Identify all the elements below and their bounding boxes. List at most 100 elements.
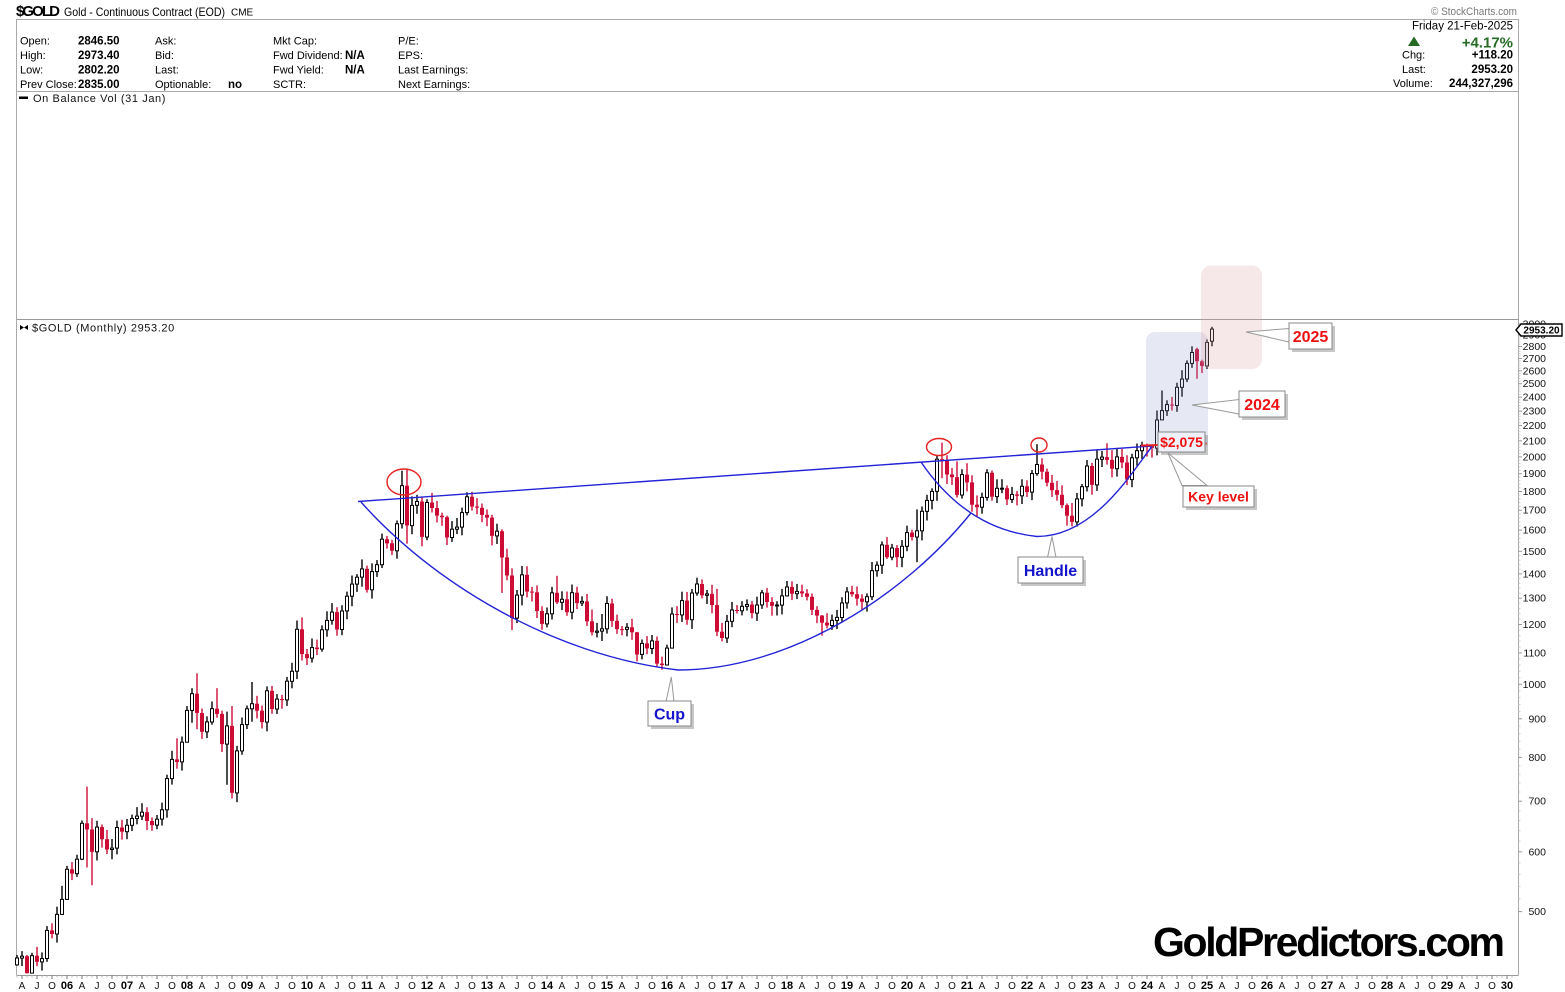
svg-text:J: J: [1415, 981, 1420, 992]
svg-text:18: 18: [781, 980, 793, 992]
svg-text:A: A: [499, 981, 506, 992]
svg-text:Fwd Yield:: Fwd Yield:: [273, 65, 324, 77]
svg-text:+4.17%: +4.17%: [1462, 35, 1513, 52]
svg-text:EPS:: EPS:: [398, 50, 423, 62]
svg-text:Mkt Cap:: Mkt Cap:: [273, 36, 317, 48]
svg-text:A: A: [979, 981, 986, 992]
svg-text:J: J: [35, 981, 40, 992]
svg-text:J: J: [1475, 981, 1480, 992]
svg-text:600: 600: [1528, 846, 1546, 858]
svg-text:1800: 1800: [1523, 486, 1547, 498]
svg-text:16: 16: [661, 980, 673, 992]
svg-text:30: 30: [1501, 980, 1513, 992]
svg-text:24: 24: [1141, 980, 1154, 992]
svg-text:19: 19: [841, 980, 853, 992]
svg-text:O: O: [228, 981, 236, 992]
svg-text:J: J: [95, 981, 100, 992]
svg-text:J: J: [1295, 981, 1300, 992]
svg-text:10: 10: [301, 980, 313, 992]
svg-text:2024: 2024: [1244, 397, 1280, 414]
svg-text:Next Earnings:: Next Earnings:: [398, 79, 470, 91]
svg-text:O: O: [348, 981, 356, 992]
svg-text:Last:: Last:: [155, 65, 179, 77]
svg-text:2802.20: 2802.20: [78, 65, 120, 77]
svg-text:2600: 2600: [1523, 365, 1547, 377]
svg-text:O: O: [888, 981, 896, 992]
svg-text:High:: High:: [20, 50, 46, 62]
svg-text:500: 500: [1528, 906, 1546, 918]
svg-text:1500: 1500: [1523, 546, 1547, 558]
svg-text:J: J: [1235, 981, 1240, 992]
svg-text:A: A: [799, 981, 806, 992]
svg-text:Gold - Continuous Contract (EO: Gold - Continuous Contract (EOD): [64, 5, 225, 19]
svg-text:J: J: [215, 981, 220, 992]
svg-text:J: J: [875, 981, 880, 992]
svg-text:J: J: [1055, 981, 1060, 992]
svg-text:Prev Close:: Prev Close:: [20, 79, 77, 91]
svg-text:O: O: [1488, 981, 1496, 992]
svg-text:$2,075: $2,075: [1160, 434, 1203, 450]
svg-text:08: 08: [181, 980, 193, 992]
svg-text:$GOLD: $GOLD: [16, 3, 60, 20]
svg-text:A: A: [319, 981, 326, 992]
svg-text:800: 800: [1528, 752, 1546, 764]
svg-text:Low:: Low:: [20, 65, 43, 77]
svg-text:O: O: [948, 981, 956, 992]
svg-text:Handle: Handle: [1024, 563, 1077, 580]
svg-text:A: A: [379, 981, 386, 992]
svg-text:13: 13: [481, 980, 493, 992]
svg-text:N/A: N/A: [345, 65, 365, 77]
svg-text:28: 28: [1381, 980, 1393, 992]
svg-text:+118.20: +118.20: [1472, 50, 1513, 62]
svg-text:A: A: [1099, 981, 1106, 992]
svg-text:29: 29: [1441, 980, 1453, 992]
svg-text:2500: 2500: [1523, 378, 1547, 390]
svg-text:J: J: [635, 981, 640, 992]
svg-text:A: A: [559, 981, 566, 992]
svg-text:O: O: [768, 981, 776, 992]
svg-text:J: J: [455, 981, 460, 992]
svg-text:26: 26: [1261, 980, 1273, 992]
svg-text:J: J: [1115, 981, 1120, 992]
svg-text:O: O: [708, 981, 716, 992]
svg-text:Key level: Key level: [1188, 489, 1249, 505]
svg-text:25: 25: [1201, 980, 1213, 992]
svg-text:2953.20: 2953.20: [1471, 64, 1513, 76]
svg-text:2700: 2700: [1523, 353, 1547, 365]
svg-text:Last:: Last:: [1402, 64, 1426, 76]
svg-text:O: O: [1368, 981, 1376, 992]
svg-text:Bid:: Bid:: [155, 50, 174, 62]
svg-text:2846.50: 2846.50: [78, 36, 120, 48]
svg-text:09: 09: [241, 980, 253, 992]
svg-text:J: J: [155, 981, 160, 992]
svg-text:A: A: [19, 981, 26, 992]
svg-text:A: A: [439, 981, 446, 992]
svg-text:2953.20: 2953.20: [1523, 326, 1560, 337]
svg-text:O: O: [528, 981, 536, 992]
svg-text:06: 06: [61, 980, 73, 992]
svg-text:20: 20: [901, 980, 913, 992]
svg-text:A: A: [859, 981, 866, 992]
svg-text:O: O: [1428, 981, 1436, 992]
svg-text:Chg:: Chg:: [1402, 50, 1425, 62]
svg-text:GoldPredictors.com: GoldPredictors.com: [1153, 919, 1505, 965]
svg-text:1400: 1400: [1523, 568, 1547, 580]
svg-text:On Balance Vol (31 Jan): On Balance Vol (31 Jan): [33, 93, 166, 105]
svg-text:N/A: N/A: [345, 50, 365, 62]
svg-text:J: J: [395, 981, 400, 992]
svg-text:2100: 2100: [1523, 435, 1547, 447]
svg-text:A: A: [139, 981, 146, 992]
svg-text:2835.00: 2835.00: [78, 79, 120, 91]
svg-text:A: A: [679, 981, 686, 992]
svg-text:J: J: [755, 981, 760, 992]
svg-text:1100: 1100: [1523, 648, 1546, 660]
svg-text:J: J: [695, 981, 700, 992]
svg-text:O: O: [588, 981, 596, 992]
svg-text:2025: 2025: [1293, 329, 1329, 346]
svg-text:O: O: [168, 981, 176, 992]
svg-text:O: O: [468, 981, 476, 992]
svg-text:A: A: [1219, 981, 1226, 992]
svg-text:1600: 1600: [1523, 525, 1547, 537]
svg-text:244,327,296: 244,327,296: [1449, 78, 1513, 90]
svg-text:© StockCharts.com: © StockCharts.com: [1431, 6, 1517, 18]
